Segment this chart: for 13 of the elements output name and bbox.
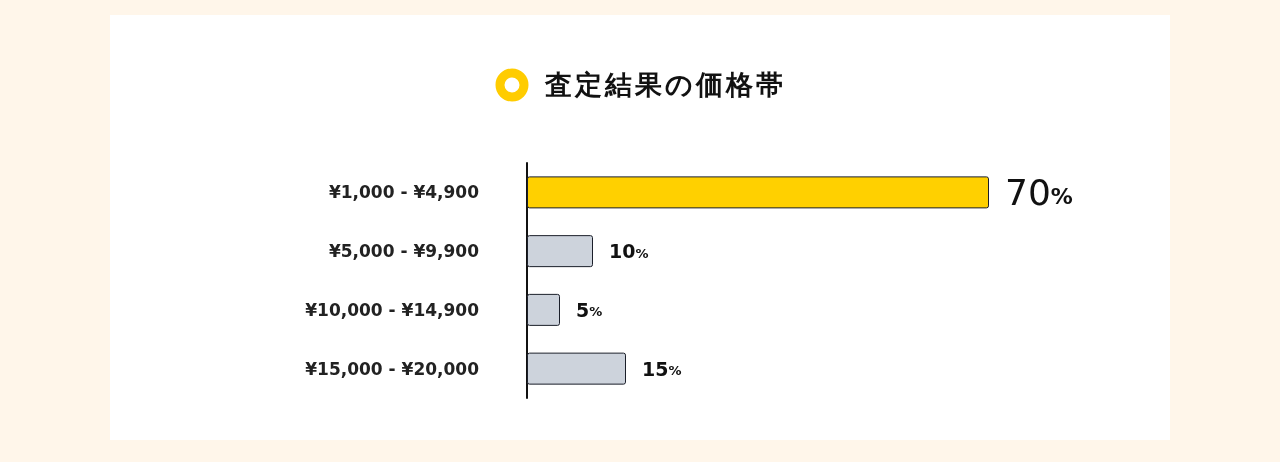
data-label: 10% [609, 240, 649, 263]
bar [527, 176, 989, 209]
data-label: 15% [642, 357, 682, 380]
bar [527, 293, 560, 326]
chart-title: 査定結果の価格帯 [544, 68, 786, 102]
y-tick-label: ¥5,000 - ¥9,900 [328, 241, 480, 262]
y-tick-label: ¥1,000 - ¥4,900 [328, 182, 480, 203]
data-label: 70% [1005, 171, 1073, 213]
y-tick-label: ¥15,000 - ¥20,000 [305, 358, 480, 379]
bar [527, 352, 626, 385]
y-tick-label: ¥10,000 - ¥14,900 [305, 299, 480, 320]
bar [527, 235, 593, 268]
data-label: 5% [576, 298, 603, 321]
